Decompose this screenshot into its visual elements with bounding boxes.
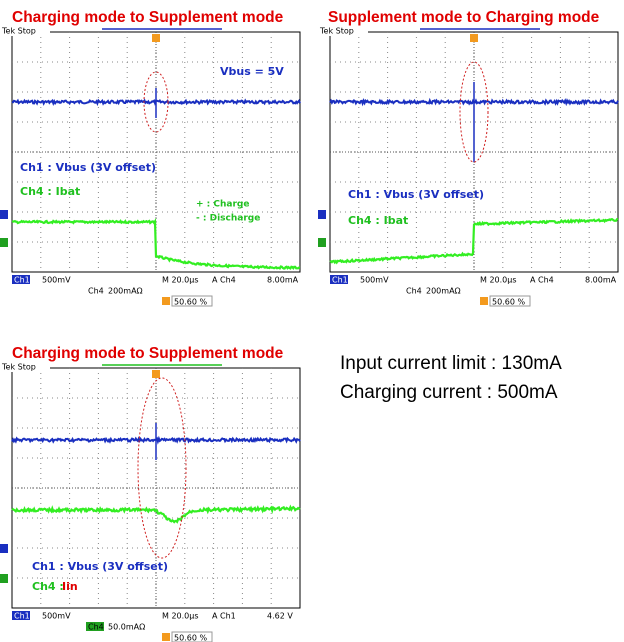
annotation: Ch4 : [32, 580, 64, 593]
trigger-pos-icon [162, 633, 170, 641]
note: Input current limit : 130mA [340, 353, 562, 374]
ch4-marker [0, 238, 8, 247]
scope-label: Tek Stop [319, 27, 354, 36]
highlight [459, 61, 489, 163]
scope-label: Tek Stop [1, 27, 36, 36]
panel-title: Supplement mode to Charging mode [328, 9, 600, 26]
trigger-position: 50.60 % [174, 298, 207, 307]
annotation: Ch4 : Ibat [20, 185, 80, 198]
ch4-scale: 200mAΩ [108, 287, 143, 296]
trigger-marker [470, 34, 478, 42]
annotation: Ch1 : Vbus (3V offset) [20, 161, 156, 174]
ch1-scale: 500mV [42, 276, 71, 285]
scope-panel: Tek Stop Ch1 : Vbus (3V offset) Ch4 : Ibat… [318, 26, 619, 307]
trigger-pos-icon [480, 297, 488, 305]
ch4-marker [0, 574, 8, 583]
ch1-box [12, 275, 30, 284]
annotation: Ch1 : Vbus (3V offset) [348, 188, 484, 201]
panel-title: Charging mode to Supplement mode [12, 345, 284, 362]
ch4-marker [318, 238, 326, 247]
ch1-scale: 500mV [360, 276, 389, 285]
scope-panel: Tek Stop Ch1 : Vbus (3V offset) Ch4 : Iin C… [0, 362, 301, 642]
annotation: Iin [62, 580, 78, 593]
scope-header-bg [0, 362, 50, 372]
trigger-pos-box [171, 295, 213, 307]
ch4-box [86, 622, 104, 631]
ch1-label: Ch1 [14, 276, 30, 285]
trigger-source: A Ch4 [212, 276, 236, 285]
timebase: M 20.0µs [162, 612, 199, 621]
trigger-position: 50.60 % [174, 634, 207, 642]
scope-header-bg [318, 26, 368, 36]
annotation: Ch4 : Ibat [348, 214, 408, 227]
highlight [143, 71, 169, 133]
trigger-source: A Ch4 [530, 276, 554, 285]
note: Charging current : 500mA [340, 382, 558, 403]
highlight [137, 377, 187, 559]
ch4-scale: 200mAΩ [426, 287, 461, 296]
trigger-pos-box [489, 295, 531, 307]
ch1-box [12, 611, 30, 620]
ch4-trace [11, 504, 301, 524]
annotation: Vbus = 5V [220, 65, 284, 78]
ch4-trace [11, 217, 301, 271]
timebase: M 20.0µs [480, 276, 517, 285]
panel-title: Charging mode to Supplement mode [12, 9, 284, 26]
ch4-trace [329, 217, 619, 265]
ch1-scale: 500mV [42, 612, 71, 621]
trigger-marker [152, 34, 160, 42]
ch4-label: Ch4 [88, 623, 104, 632]
trigger-level: 8.00mA [267, 276, 299, 285]
scope-label: Tek Stop [1, 363, 36, 372]
trigger-marker [152, 370, 160, 378]
ch4-label: Ch4 [406, 287, 422, 296]
trigger-source: A Ch1 [212, 612, 236, 621]
ch1-label: Ch1 [14, 612, 30, 621]
scope-header-bg [0, 26, 50, 36]
ch1-label: Ch1 [332, 276, 348, 285]
trigger-pos-icon [162, 297, 170, 305]
annotation: Ch1 : Vbus (3V offset) [32, 560, 168, 573]
trigger-pos-box [171, 631, 213, 642]
annotation: + : Charge [196, 200, 249, 210]
ch1-marker [318, 210, 326, 219]
scope-panel: Tek Stop Vbus = 5V Ch1 : Vbus (3V offset) C… [0, 26, 301, 307]
ch4-scale: 50.0mAΩ [108, 623, 145, 632]
annotation: - : Discharge [196, 214, 260, 224]
ch1-box [330, 275, 348, 284]
timebase: M 20.0µs [162, 276, 199, 285]
trigger-level: 8.00mA [585, 276, 617, 285]
ch1-marker [0, 210, 8, 219]
trigger-position: 50.60 % [492, 298, 525, 307]
ch4-label: Ch4 [88, 287, 104, 296]
trigger-level: 4.62 V [267, 612, 293, 621]
ch1-marker [0, 544, 8, 553]
